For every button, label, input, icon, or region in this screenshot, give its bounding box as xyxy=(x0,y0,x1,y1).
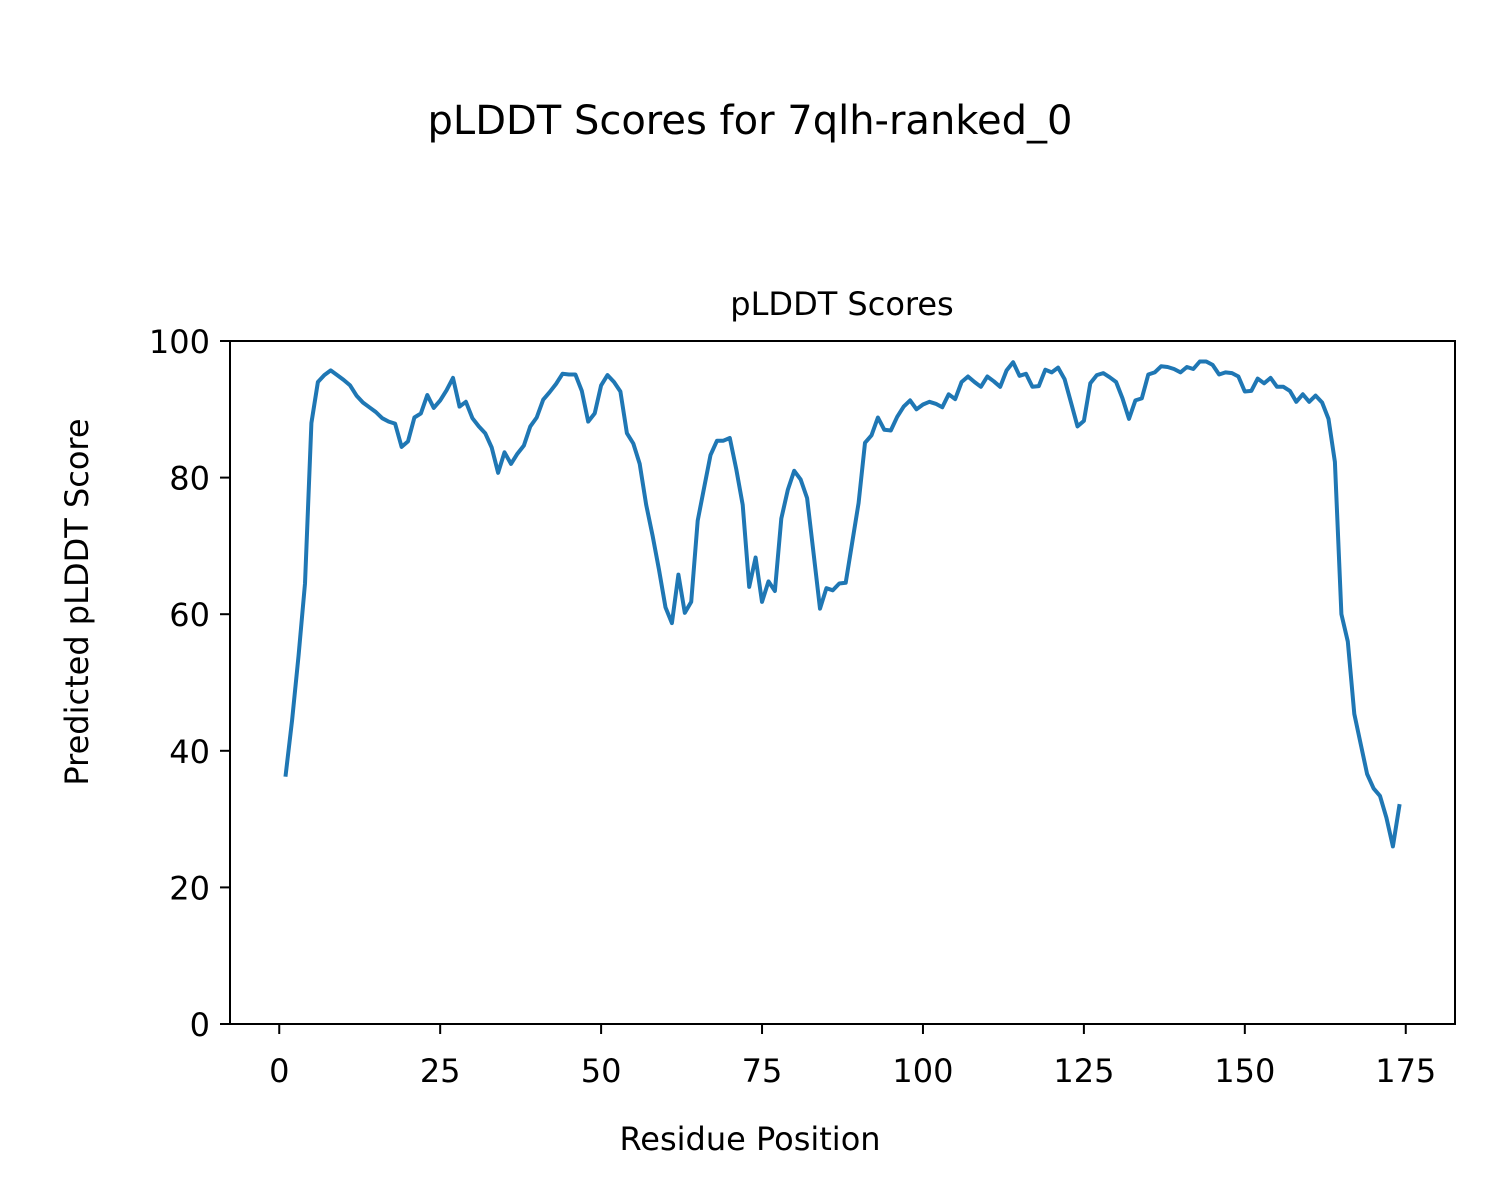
x-tick-label-0: 0 xyxy=(269,1052,289,1090)
y-tick-label-60: 60 xyxy=(169,596,210,634)
x-tick-label-125: 125 xyxy=(1053,1052,1114,1090)
y-axis-label: Predicted pLDDT Score xyxy=(58,418,96,785)
x-tick-label-175: 175 xyxy=(1375,1052,1436,1090)
x-tick-label-150: 150 xyxy=(1214,1052,1275,1090)
tick-layer: 0 25 50 75 100 125 150 175 0 20 40 60 80 100 xyxy=(149,323,1436,1090)
axes-frame xyxy=(229,340,1456,1025)
x-tick-label-25: 25 xyxy=(420,1052,461,1090)
x-tick-label-100: 100 xyxy=(892,1052,953,1090)
y-tick-label-0: 0 xyxy=(190,1006,210,1044)
y-tick-label-80: 80 xyxy=(169,460,210,498)
y-tick-label-20: 20 xyxy=(169,869,210,907)
x-axis-label: Residue Position xyxy=(619,1120,880,1158)
y-tick-label-100: 100 xyxy=(149,323,210,361)
axes-title: pLDDT Scores xyxy=(730,285,953,323)
plddt-series-line xyxy=(283,359,1402,849)
y-tick-label-40: 40 xyxy=(169,733,210,771)
x-tick-label-50: 50 xyxy=(581,1052,622,1090)
x-tick-label-75: 75 xyxy=(742,1052,783,1090)
figure-suptitle: pLDDT Scores for 7qlh-ranked_0 xyxy=(428,98,1073,144)
